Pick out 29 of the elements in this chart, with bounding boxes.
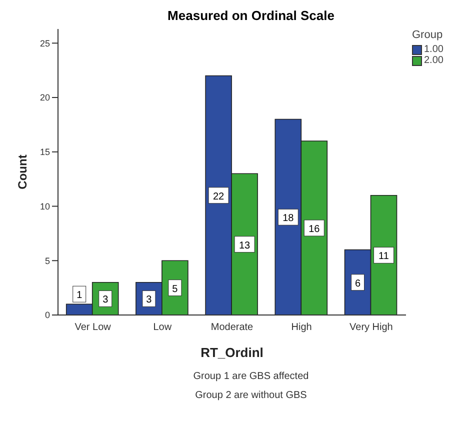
data-label: 18 [282,213,294,224]
data-label: 5 [172,284,178,295]
y-tick-label: 25 [40,38,50,48]
text: Group 2 are without GBS [194,390,308,401]
legend-label: 2.00 [424,55,444,66]
data-label: 22 [212,191,225,202]
chart-title: Measured on Ordinal Scale [166,8,336,23]
x-axis-title: RT_Ordinl [200,345,264,360]
data-label: 1 [76,290,83,302]
x-tick-label: Moderate [210,322,254,334]
data-label: 3 [146,294,152,306]
y-tick-label: 0 [44,310,50,320]
y-axis-title: Count [15,154,30,190]
x-tick-label: Low [153,322,172,334]
legend-label: 1.00 [424,44,444,55]
data-label: 13 [238,240,251,252]
data-label: 3 [102,294,109,306]
y-tick-label: 15 [40,147,50,158]
text: Group 1 are GBS affected [192,371,310,382]
y-tick-label: 20 [40,92,50,103]
data-label: 6 [354,278,361,290]
x-tick-label: Very High [350,322,393,334]
y-tick-label: 10 [40,201,50,212]
legend-title: Group [412,29,444,41]
x-tick-label: Ver Low [74,322,112,334]
data-label: 11 [378,251,390,262]
data-label: 16 [308,224,320,236]
y-tick-label: 5 [44,256,50,266]
x-tick-label: High [291,322,312,334]
